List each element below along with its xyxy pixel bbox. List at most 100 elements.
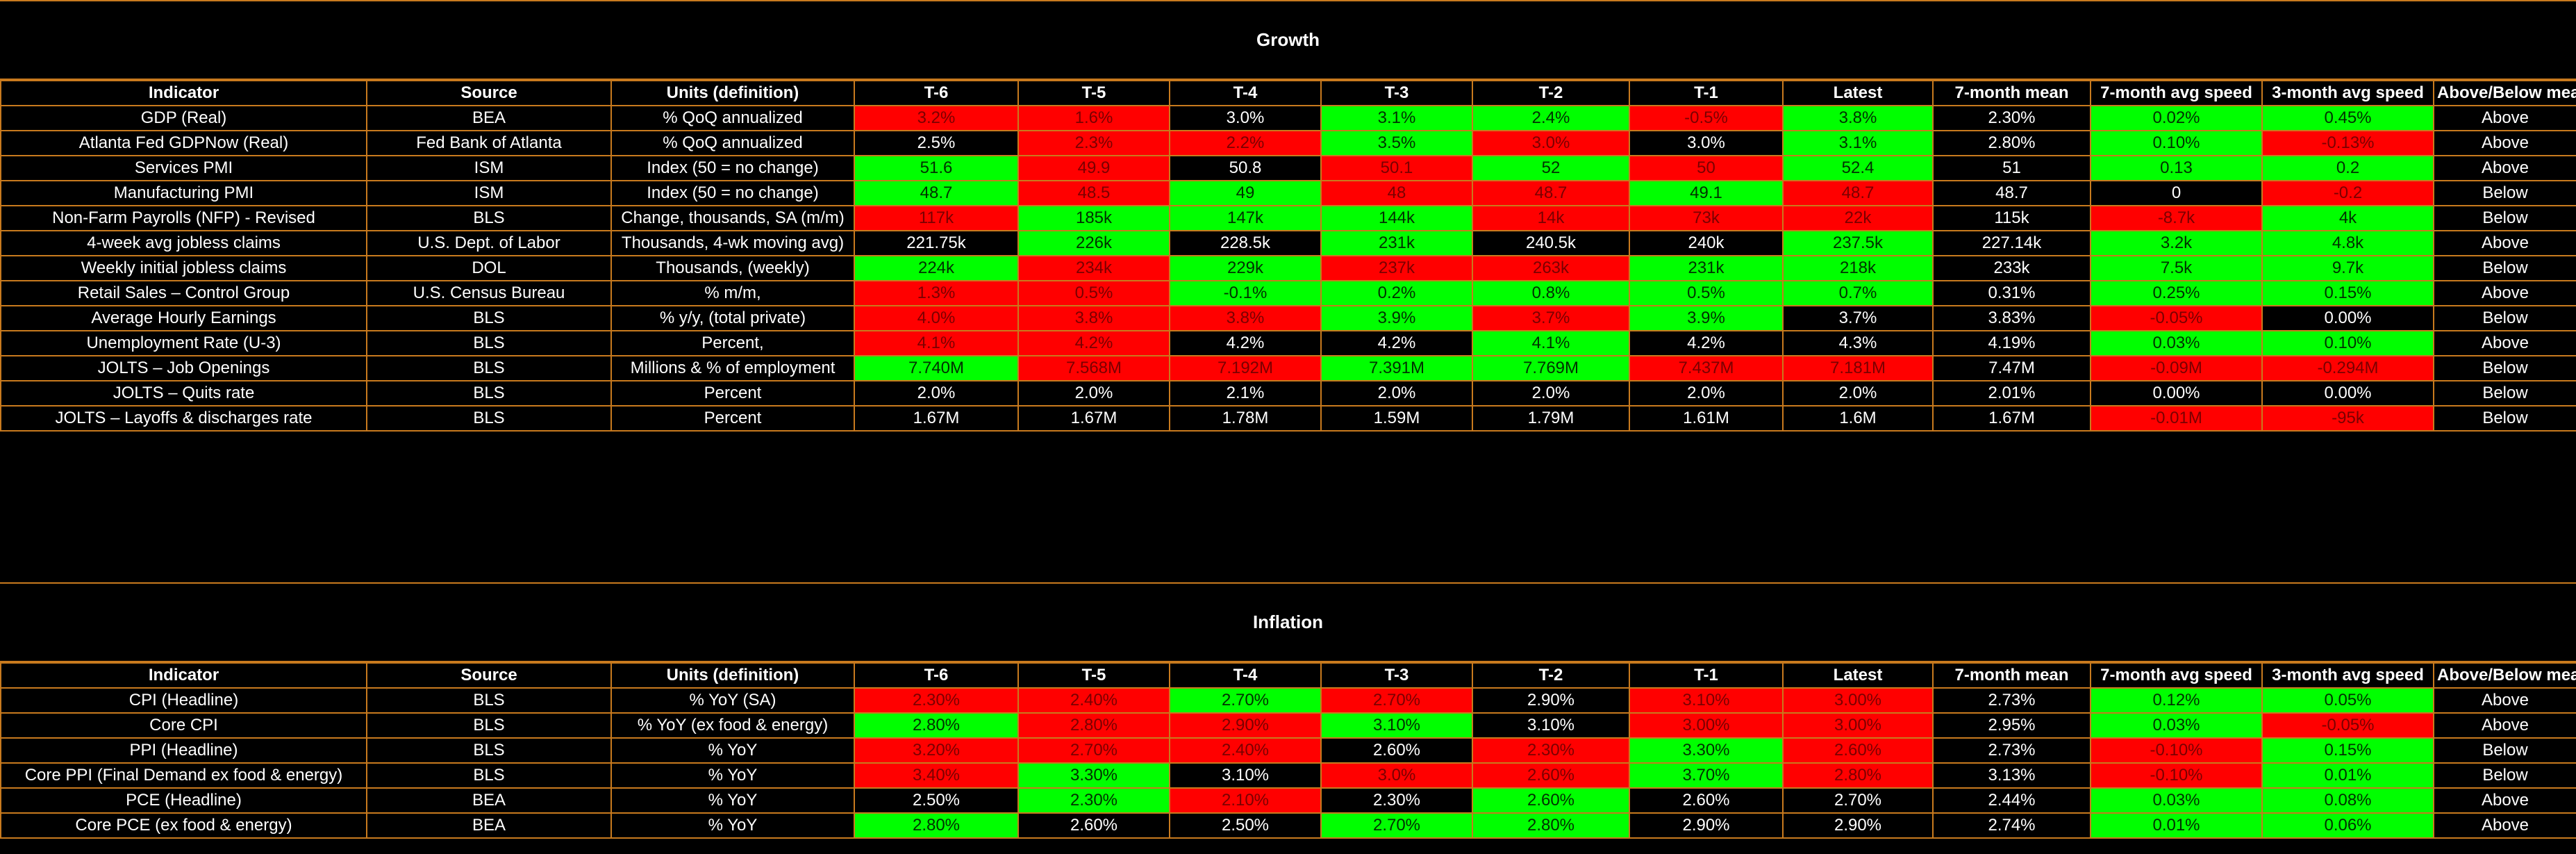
table-cell: 4.0% <box>854 305 1019 331</box>
table-cell: 0.25% <box>2090 280 2263 306</box>
table-cell: BLS <box>366 687 612 714</box>
table-cell: Percent, <box>610 330 855 356</box>
table-cell: 3.9% <box>1320 305 1473 331</box>
table-cell: 2.30% <box>1320 787 1473 814</box>
column-header: T-5 <box>1017 662 1170 689</box>
table-cell: Above <box>2433 105 2576 131</box>
table-cell: 3.8% <box>1169 305 1322 331</box>
column-header: Source <box>366 80 612 106</box>
table-cell: 0.8% <box>1472 280 1630 306</box>
table-cell: 48.7 <box>1472 180 1630 206</box>
table-row: Core PPI (Final Demand ex food & energy)… <box>0 762 2576 789</box>
table-cell: JOLTS – Job Openings <box>0 355 367 381</box>
table-cell: 4.2% <box>1169 330 1322 356</box>
table-cell: 2.40% <box>1169 737 1322 764</box>
table-cell: 0.01% <box>2090 812 2263 839</box>
table-cell: BLS <box>366 762 612 789</box>
table-cell: Above <box>2433 130 2576 156</box>
table-row: 4-week avg jobless claims U.S. Dept. of L… <box>0 230 2576 256</box>
column-header: T-1 <box>1629 662 1784 689</box>
table-cell: 0.08% <box>2261 787 2434 814</box>
table-row: Services PMI ISM Index (50 = no change) 51.… <box>0 155 2576 181</box>
table-cell: -0.10% <box>2090 737 2263 764</box>
table-row: Manufacturing PMI ISM Index (50 = no chang… <box>0 180 2576 206</box>
inflation-table: Indicator Source Units (definition) T-6 T-5 T… <box>0 662 2576 839</box>
table-cell: -0.13% <box>2261 130 2434 156</box>
column-header: 3-month avg speed <box>2261 662 2434 689</box>
table-cell: 2.80% <box>1932 130 2091 156</box>
table-cell: Above <box>2433 787 2576 814</box>
table-cell: 2.4% <box>1472 105 1630 131</box>
column-header: Indicator <box>0 80 367 106</box>
table-cell: 2.10% <box>1169 787 1322 814</box>
table-cell: 3.10% <box>1169 762 1322 789</box>
table-cell: 3.8% <box>1017 305 1170 331</box>
table-cell: 3.13% <box>1932 762 2091 789</box>
table-cell: 0.06% <box>2261 812 2434 839</box>
table-row: Atlanta Fed GDPNow (Real) Fed Bank of Atl… <box>0 130 2576 156</box>
table-cell: 7.568M <box>1017 355 1170 381</box>
table-cell: 237k <box>1320 255 1473 281</box>
table-row: GDP (Real) BEA% QoQ annualized 3.2% 1.6% 3.0… <box>0 105 2576 131</box>
column-header: Latest <box>1782 662 1934 689</box>
table-cell: 2.1% <box>1169 380 1322 407</box>
table-cell: 73k <box>1629 205 1784 231</box>
table-cell: 2.70% <box>1320 687 1473 714</box>
table-cell: % YoY (SA) <box>610 687 855 714</box>
table-cell: 228.5k <box>1169 230 1322 256</box>
table-cell: % YoY <box>610 787 855 814</box>
table-cell: Core PCE (ex food & energy) <box>0 812 367 839</box>
table-cell: 48.7 <box>854 180 1019 206</box>
table-cell: 0.00% <box>2261 305 2434 331</box>
table-cell: 2.80% <box>1782 762 1934 789</box>
table-cell: 4-week avg jobless claims <box>0 230 367 256</box>
table-cell: 2.3% <box>1017 130 1170 156</box>
table-cell: 2.0% <box>1017 380 1170 407</box>
table-cell: Above <box>2433 687 2576 714</box>
section-title: Inflation <box>0 582 2576 662</box>
column-header: T-6 <box>854 662 1019 689</box>
table-cell: 3.30% <box>1629 737 1784 764</box>
table-cell: % YoY <box>610 737 855 764</box>
table-cell: 3.8% <box>1782 105 1934 131</box>
table-cell: ISM <box>366 180 612 206</box>
column-header: Above/Below mean <box>2433 662 2576 689</box>
table-cell: 4k <box>2261 205 2434 231</box>
table-cell: 2.70% <box>1017 737 1170 764</box>
table-cell: 3.10% <box>1472 712 1630 739</box>
table-cell: -0.1% <box>1169 280 1322 306</box>
table-cell: Percent <box>610 380 855 407</box>
table-cell: Index (50 = no change) <box>610 180 855 206</box>
table-cell: 4.8k <box>2261 230 2434 256</box>
table-cell: 2.90% <box>1472 687 1630 714</box>
table-cell: 3.5% <box>1320 130 1473 156</box>
table-cell: BLS <box>366 737 612 764</box>
section-divider <box>0 454 2576 584</box>
table-cell: 0.2 <box>2261 155 2434 181</box>
table-cell: CPI (Headline) <box>0 687 367 714</box>
table-cell: 0.05% <box>2261 687 2434 714</box>
table-cell: Thousands, (weekly) <box>610 255 855 281</box>
column-header: Latest <box>1782 80 1934 106</box>
table-cell: 227.14k <box>1932 230 2091 256</box>
column-header: T-6 <box>854 80 1019 106</box>
table-cell: 0.15% <box>2261 280 2434 306</box>
table-cell: 1.59M <box>1320 405 1473 432</box>
table-cell: 2.2% <box>1169 130 1322 156</box>
table-cell: Below <box>2433 762 2576 789</box>
table-cell: 49.9 <box>1017 155 1170 181</box>
table-cell: BEA <box>366 812 612 839</box>
table-cell: Unemployment Rate (U-3) <box>0 330 367 356</box>
table-row: JOLTS – Job Openings BLS Millions & % of e… <box>0 355 2576 381</box>
column-header: 7-month avg speed <box>2090 80 2263 106</box>
table-cell: 2.90% <box>1629 812 1784 839</box>
table-cell: 7.47M <box>1932 355 2091 381</box>
table-cell: 240k <box>1629 230 1784 256</box>
table-cell: U.S. Dept. of Labor <box>366 230 612 256</box>
table-cell: Below <box>2433 737 2576 764</box>
table-cell: BLS <box>366 405 612 432</box>
table-cell: 4.3% <box>1782 330 1934 356</box>
table-row: CPI (Headline) BLS% YoY (SA) 2.30% 2.40% 2.7… <box>0 687 2576 714</box>
table-cell: % QoQ annualized <box>610 105 855 131</box>
table-row: Retail Sales – Control Group U.S. Census … <box>0 280 2576 306</box>
